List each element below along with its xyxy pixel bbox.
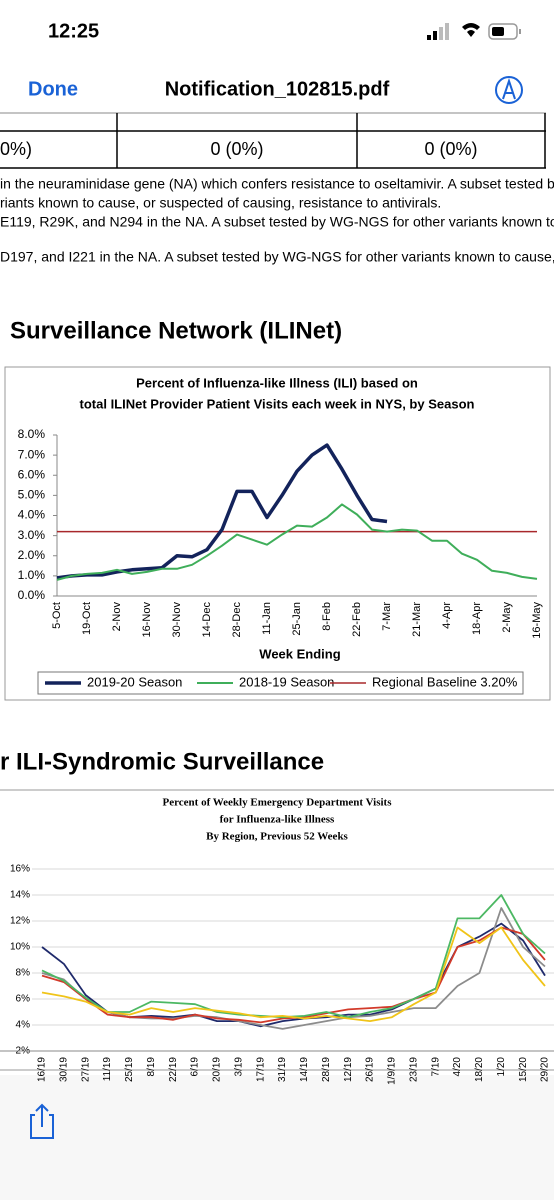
x-tick-label: 15/20: [518, 1057, 529, 1082]
series-line: [41, 926, 546, 1022]
chart-title: Percent of Weekly Emergency Department V…: [162, 797, 392, 809]
x-tick-label: 8/19: [146, 1057, 157, 1077]
y-tick-label: 6.0%: [18, 467, 46, 481]
section-heading: r ILI-Syndromic Surveillance: [0, 748, 324, 775]
x-tick-label: 23/19: [408, 1057, 419, 1082]
y-tick-label: 4%: [16, 1020, 31, 1031]
x-tick-label: 27/19: [80, 1057, 91, 1082]
chart-frame: [4, 366, 551, 701]
y-tick-label: 16%: [10, 864, 30, 875]
x-tick-label: 2-May: [501, 602, 513, 633]
paragraph-line: E119, R29K, and N294 in the NA. A subset…: [0, 214, 554, 230]
x-tick-label: 11-Jan: [261, 602, 273, 635]
y-tick-label: 1.0%: [18, 568, 46, 582]
series-line: [56, 503, 538, 581]
x-tick-label: 19-Oct: [81, 602, 93, 635]
table-cell: 0 (0%): [210, 139, 263, 159]
x-tick-label: 11/19: [102, 1057, 113, 1082]
x-tick-label: 16-May: [531, 602, 543, 639]
table-lines: [0, 112, 546, 169]
x-tick-label: 8-Feb: [321, 602, 333, 631]
y-tick-label: 8%: [16, 968, 31, 979]
x-tick-label: 22-Feb: [351, 602, 363, 637]
table-cell: 0 (0%): [424, 139, 477, 159]
x-tick-label: 18/20: [474, 1057, 485, 1082]
x-tick-label: 6/19: [190, 1057, 201, 1077]
x-tick-label: 25-Jan: [291, 602, 303, 636]
x-tick-label: 28-Dec: [231, 602, 243, 638]
x-tick-label: 4-Apr: [441, 602, 453, 629]
y-tick-label: 4.0%: [18, 508, 46, 522]
paragraph-line: riants known to cause, or suspected of c…: [0, 195, 441, 211]
x-tick-label: 14/19: [299, 1057, 310, 1082]
legend-label: 2019-20 Season: [87, 674, 182, 689]
chart-title: for Influenza-like Illness: [220, 814, 335, 826]
y-tick-label: 12%: [10, 916, 30, 927]
legend-box: [37, 671, 524, 695]
legend-label: 2018-19 Season: [239, 674, 334, 689]
y-tick-label: 3.0%: [18, 528, 46, 542]
table-cell: 0%): [0, 139, 32, 159]
x-tick-label: 18-Apr: [471, 602, 483, 635]
y-tick-label: 14%: [10, 890, 30, 901]
x-tick-label: 4/20: [452, 1057, 463, 1077]
markup-button[interactable]: [495, 76, 523, 104]
x-axis-label: Week Ending: [259, 646, 340, 661]
x-tick-label: 12/19: [343, 1057, 354, 1082]
y-tick-label: 10%: [10, 942, 30, 953]
x-tick-label: 17/19: [255, 1057, 266, 1082]
x-tick-label: 1/20: [496, 1057, 507, 1077]
status-icons: [427, 23, 521, 40]
x-tick-label: 1/9/19: [387, 1057, 398, 1085]
chart-title: total ILINet Provider Patient Visits eac…: [80, 396, 475, 411]
x-tick-label: 30/19: [59, 1057, 70, 1082]
x-tick-label: 20/19: [212, 1057, 223, 1082]
bottom-toolbar: [0, 1075, 554, 1200]
x-tick-label: 16-Nov: [141, 602, 153, 638]
status-time: 12:25: [48, 20, 99, 42]
x-tick-label: 7/19: [430, 1057, 441, 1077]
section-heading: Surveillance Network (ILINet): [10, 317, 342, 344]
x-tick-label: 29/20: [540, 1057, 551, 1082]
chart-title: Percent of Influenza-like Illness (ILI) …: [136, 375, 418, 390]
x-tick-label: 16/19: [37, 1057, 48, 1082]
y-tick-label: 8.0%: [18, 427, 46, 441]
x-tick-label: 5-Oct: [51, 602, 63, 629]
x-tick-label: 2-Nov: [111, 602, 123, 632]
y-tick-label: 6%: [16, 994, 31, 1005]
y-tick-label: 7.0%: [18, 447, 46, 461]
share-button[interactable]: [30, 1103, 54, 1139]
x-tick-label: 25/19: [124, 1057, 135, 1082]
x-tick-label: 22/19: [168, 1057, 179, 1082]
paragraph-line: in the neuraminidase gene (NA) which con…: [0, 176, 554, 192]
x-tick-label: 14-Dec: [201, 602, 213, 638]
legend-label: Regional Baseline 3.20%: [372, 674, 518, 689]
y-tick-label: 0.0%: [18, 588, 46, 602]
x-tick-label: 31/19: [277, 1057, 288, 1082]
done-button[interactable]: Done: [28, 78, 78, 100]
x-tick-label: 28/19: [321, 1057, 332, 1082]
series-line: [56, 443, 388, 580]
y-tick-label: 2.0%: [18, 548, 46, 562]
document-title: Notification_102815.pdf: [165, 78, 390, 100]
paragraph-line: D197, and I221 in the NA. A subset teste…: [0, 249, 554, 265]
x-tick-label: 21-Mar: [411, 602, 423, 637]
chart-title: By Region, Previous 52 Weeks: [206, 831, 348, 843]
x-tick-label: 30-Nov: [171, 602, 183, 638]
x-tick-label: 3/19: [233, 1057, 244, 1077]
x-tick-label: 26/19: [365, 1057, 376, 1082]
x-tick-label: 7-Mar: [381, 602, 393, 631]
y-tick-label: 5.0%: [18, 488, 46, 502]
